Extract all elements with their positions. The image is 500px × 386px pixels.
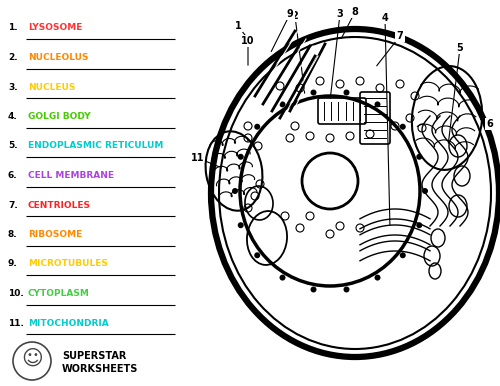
Circle shape [310,90,316,95]
Circle shape [280,274,285,281]
Text: CELL MEMBRANE: CELL MEMBRANE [28,171,114,180]
Circle shape [416,154,422,160]
Circle shape [254,252,260,258]
Ellipse shape [219,37,491,349]
Circle shape [400,252,406,258]
Circle shape [238,222,244,228]
Circle shape [238,154,244,160]
Circle shape [422,188,428,194]
Text: ☺: ☺ [21,349,43,369]
Circle shape [400,124,406,130]
Text: 2: 2 [292,11,298,21]
Text: 3.: 3. [8,83,18,91]
Text: 6: 6 [486,119,494,129]
Text: 2.: 2. [8,53,18,62]
Text: 7: 7 [396,31,404,41]
Text: 1.: 1. [8,24,18,32]
Text: 11.: 11. [8,318,24,327]
Text: MITOCHONDRIA: MITOCHONDRIA [28,318,109,327]
Text: MICROTUBULES: MICROTUBULES [28,259,108,269]
Circle shape [280,102,285,107]
Text: NUCLEUS: NUCLEUS [28,83,76,91]
Circle shape [374,274,380,281]
Text: CYTOPLASM: CYTOPLASM [28,289,90,298]
Circle shape [374,102,380,107]
Text: 6.: 6. [8,171,18,180]
Text: 4.: 4. [8,112,18,121]
Text: 11: 11 [191,153,205,163]
Text: WORKSHEETS: WORKSHEETS [62,364,138,374]
Text: 10: 10 [241,36,255,46]
Circle shape [232,188,238,194]
Text: RIBOSOME: RIBOSOME [28,230,82,239]
Circle shape [344,90,349,95]
Text: 4: 4 [382,13,388,23]
Text: 5.: 5. [8,142,18,151]
Circle shape [416,222,422,228]
Circle shape [254,124,260,130]
Text: SUPERSTAR: SUPERSTAR [62,351,126,361]
Text: 8.: 8. [8,230,18,239]
Text: LYSOSOME: LYSOSOME [28,24,82,32]
Text: 7.: 7. [8,200,18,210]
Text: CENTRIOLES: CENTRIOLES [28,200,91,210]
Circle shape [310,286,316,293]
Text: ENDOPLASMIC RETICULUM: ENDOPLASMIC RETICULUM [28,142,164,151]
Text: 5: 5 [456,43,464,53]
Text: 3: 3 [336,9,344,19]
Text: 9.: 9. [8,259,18,269]
Text: 10.: 10. [8,289,24,298]
Text: 8: 8 [352,7,358,17]
Circle shape [344,286,349,293]
Text: 1: 1 [234,21,242,31]
Text: 9: 9 [286,9,294,19]
Text: NUCLEOLUS: NUCLEOLUS [28,53,88,62]
Text: GOLGI BODY: GOLGI BODY [28,112,90,121]
